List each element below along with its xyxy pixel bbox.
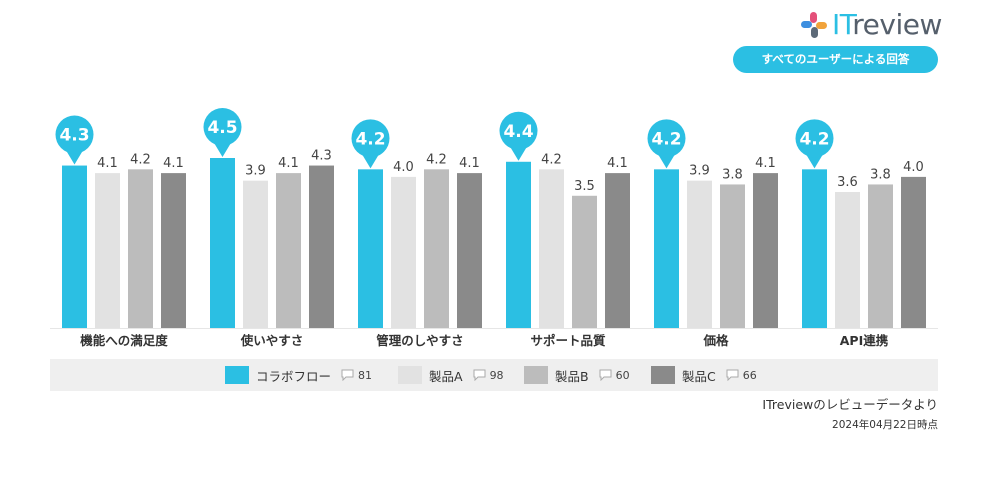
highlight-callout-pointer — [361, 153, 380, 169]
bar-4-2 — [309, 165, 334, 328]
bar-4-6 — [901, 176, 926, 328]
bar-2-4 — [539, 169, 564, 328]
data-label: 4.3 — [311, 149, 332, 164]
category-label: サポート品質 — [530, 333, 606, 348]
logo-part-review: review — [852, 8, 942, 41]
legend-review-count: 98 — [489, 368, 504, 382]
data-label: 4.0 — [393, 160, 414, 175]
review-count-icon — [473, 369, 486, 381]
highlight-callout-bubble — [795, 119, 834, 158]
legend-swatch — [225, 366, 249, 384]
legend-label: コラボフロー — [256, 368, 332, 384]
highlight-callout-pointer — [805, 153, 824, 169]
review-count-icon — [341, 369, 354, 381]
highlight-callout-bubble — [647, 119, 686, 158]
bar-2-3 — [391, 176, 416, 328]
review-count-icon — [599, 369, 612, 381]
legend-label: 製品B — [555, 368, 589, 384]
category-label: 価格 — [702, 333, 729, 348]
bar-4-3 — [457, 173, 482, 328]
legend-review-count: 60 — [615, 368, 630, 382]
data-label-highlight: 4.3 — [59, 126, 89, 146]
bar-1-4 — [506, 161, 531, 328]
data-label: 3.9 — [689, 164, 710, 179]
bar-1-2 — [210, 158, 235, 328]
bar-3-6 — [868, 184, 893, 328]
legend-review-count: 66 — [742, 368, 757, 382]
data-label: 4.1 — [97, 156, 118, 171]
data-label-highlight: 4.4 — [503, 122, 533, 142]
bar-1-3 — [358, 169, 383, 328]
data-label: 3.6 — [837, 175, 858, 190]
legend-review-count: 81 — [358, 368, 373, 382]
respondent-filter-badge: すべてのユーザーによる回答 — [733, 46, 938, 73]
highlight-callout-bubble — [351, 119, 390, 158]
bar-3-5 — [720, 184, 745, 328]
bar-2-2 — [243, 180, 268, 328]
data-label: 4.1 — [755, 156, 776, 171]
itreview-logo: ITreview — [800, 8, 942, 42]
bar-1-1 — [62, 165, 87, 328]
category-label: 管理のしやすさ — [376, 333, 463, 348]
data-label-highlight: 4.5 — [207, 118, 237, 138]
legend-item-collaboflow: コラボフロー 81 — [225, 359, 372, 391]
bar-1-6 — [802, 169, 827, 328]
highlight-callout-pointer — [657, 153, 676, 169]
bar-1-5 — [654, 169, 679, 328]
bar-4-5 — [753, 173, 778, 328]
data-label: 4.2 — [541, 152, 562, 167]
bar-3-2 — [276, 173, 301, 328]
bar-chart: 4.3 4.1 4.2 4.1 機能への満足度 4.5 3.9 4.1 4.3 使いやすさ 4.2 4… — [50, 108, 938, 348]
data-date-note: 2024年04月22日時点 — [832, 419, 938, 431]
category-label: 機能への満足度 — [80, 333, 168, 348]
legend-swatch — [651, 366, 675, 384]
category-label: 使いやすさ — [240, 333, 304, 348]
legend-item-product-a: 製品A 98 — [398, 359, 504, 391]
data-label: 4.2 — [426, 152, 447, 167]
legend-item-product-b: 製品B 60 — [524, 359, 630, 391]
data-label-highlight: 4.2 — [799, 129, 829, 149]
data-label: 4.2 — [130, 152, 151, 167]
highlight-callout-pointer — [509, 145, 528, 161]
data-label: 3.5 — [574, 179, 595, 194]
data-label: 3.9 — [245, 164, 266, 179]
bar-4-1 — [161, 173, 186, 328]
logo-part-it: IT — [832, 8, 853, 41]
legend-item-product-c: 製品C 66 — [651, 359, 757, 391]
data-label-highlight: 4.2 — [355, 129, 385, 149]
chart-legend: コラボフロー 81 製品A 98 製品B 60 製品C 66 — [50, 359, 938, 391]
highlight-callout-pointer — [213, 142, 232, 157]
highlight-callout-bubble — [55, 115, 94, 154]
bar-4-4 — [605, 173, 630, 328]
data-label-highlight: 4.2 — [651, 129, 681, 149]
data-source-note: ITreviewのレビューデータより — [762, 397, 938, 412]
bar-2-6 — [835, 192, 860, 328]
data-label: 4.1 — [459, 156, 480, 171]
highlight-callout-bubble — [499, 111, 538, 150]
data-label: 4.1 — [607, 156, 628, 171]
bar-3-3 — [424, 169, 449, 328]
legend-swatch — [398, 366, 422, 384]
bar-3-1 — [128, 169, 153, 328]
data-label: 4.0 — [903, 160, 924, 175]
data-label: 4.1 — [163, 156, 184, 171]
bar-2-1 — [95, 173, 120, 328]
data-label: 3.8 — [722, 167, 743, 182]
legend-label: 製品A — [429, 368, 463, 384]
legend-swatch — [524, 366, 548, 384]
data-label: 3.8 — [870, 167, 891, 182]
data-label: 4.1 — [278, 156, 299, 171]
bar-3-4 — [572, 195, 597, 328]
logo-wordmark: ITreview — [832, 8, 942, 42]
highlight-callout-bubble — [203, 108, 242, 146]
legend-label: 製品C — [682, 368, 716, 384]
category-label: API連携 — [840, 333, 889, 348]
itreview-logo-mark-icon — [801, 12, 827, 38]
review-count-icon — [726, 369, 739, 381]
bar-2-5 — [687, 180, 712, 328]
highlight-callout-pointer — [65, 149, 84, 165]
